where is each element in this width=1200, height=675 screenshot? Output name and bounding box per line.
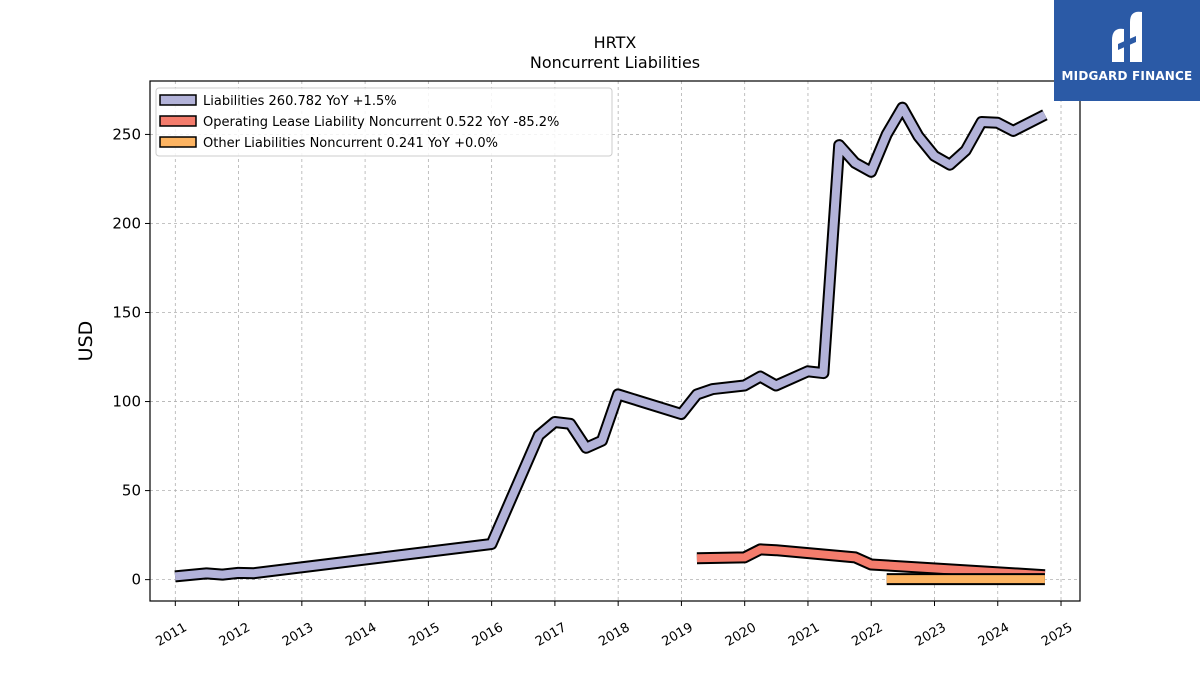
y-tick-label: 100: [112, 393, 141, 411]
x-tick-label: 2011: [153, 620, 189, 650]
legend-swatch: [159, 136, 197, 148]
y-tick-label: 200: [112, 214, 141, 232]
x-tick-label: 2025: [1039, 620, 1075, 650]
x-tick-label: 2021: [786, 620, 822, 650]
y-ticks: 0 50 100 150 200 250: [112, 125, 150, 589]
y-tick-label: 150: [112, 304, 141, 322]
y-tick-label: 0: [131, 571, 141, 589]
x-tick-label: 2022: [849, 620, 885, 650]
x-tick-label: 2020: [723, 620, 759, 650]
series-line: [174, 103, 1047, 581]
x-tick-label: 2016: [470, 620, 506, 650]
x-tick-label: 2013: [280, 620, 316, 650]
chart-subtitle: Noncurrent Liabilities: [530, 53, 700, 72]
x-tick-label: 2015: [407, 620, 443, 650]
plot-frame: [149, 80, 1081, 602]
legend-swatch: [159, 115, 197, 127]
x-tick-label: 2019: [660, 620, 696, 650]
chart-title: HRTX: [594, 33, 637, 52]
y-tick-label: 50: [122, 482, 141, 500]
y-tick-label: 250: [112, 125, 141, 143]
x-tick-label: 2023: [913, 620, 949, 650]
legend-label: Operating Lease Liability Noncurrent 0.5…: [203, 115, 559, 130]
x-tick-label: 2018: [596, 620, 632, 650]
legend-box: [155, 87, 613, 157]
legend-label: Liabilities 260.782 YoY +1.5%: [203, 94, 397, 109]
x-tick-label: 2012: [217, 620, 253, 650]
legend-label: Other Liabilities Noncurrent 0.241 YoY +…: [203, 136, 498, 151]
series-line: [696, 545, 1046, 580]
x-ticks: 2011 2012 2013 2014 2015 2016 2017 2018 2019 2020…: [153, 601, 1075, 650]
brand-mark-icon: [1112, 11, 1142, 62]
x-tick-label: 2024: [976, 620, 1012, 650]
y-axis-label: USD: [75, 321, 97, 362]
series-outline: [174, 101, 1048, 583]
brand-logo: MIDGARD FINANCE: [1054, 0, 1200, 101]
brand-name: MIDGARD FINANCE: [1061, 69, 1193, 83]
series-group: [174, 101, 1048, 586]
x-tick-label: 2014: [343, 620, 379, 650]
legend-swatch: [159, 94, 197, 106]
grid: [150, 81, 1080, 601]
x-tick-label: 2017: [533, 620, 569, 650]
legend: Liabilities 260.782 YoY +1.5% Operating L…: [155, 87, 613, 157]
